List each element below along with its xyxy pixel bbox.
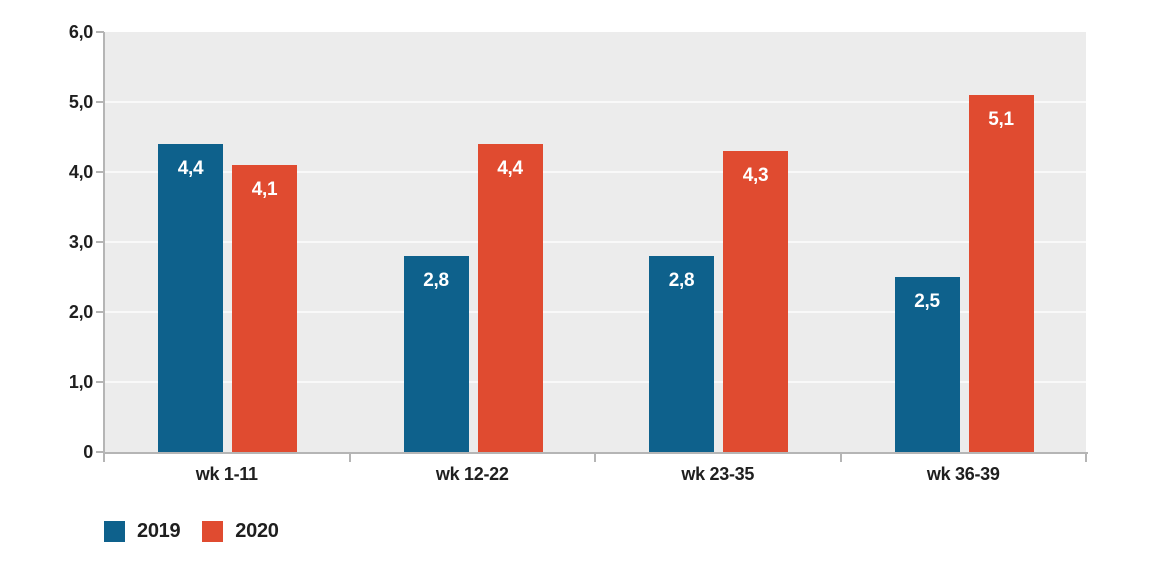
y-tick-mark [96, 171, 104, 173]
y-axis-label: 0 [83, 442, 93, 462]
bar-2019-wk 23-35: 2,8 [649, 256, 714, 452]
legend-item-2019: 2019 [104, 520, 181, 543]
bar-2020-wk 12-22: 4,4 [477, 144, 543, 452]
bar-2020-wk 36-39: 5,1 [968, 95, 1034, 452]
x-axis-label: wk 1-11 [195, 464, 258, 484]
gridline-3,0 [104, 241, 1086, 243]
x-axis-label: wk 12-22 [435, 464, 509, 484]
x-axis-line [104, 452, 1088, 454]
x-tick-mark [594, 452, 596, 462]
y-axis-label: 1,0 [68, 372, 93, 392]
y-tick-mark [96, 381, 104, 383]
bar-2020-wk 1-11: 4,1 [232, 165, 297, 452]
bar-value-label: 2,8 [668, 270, 695, 291]
bar-2019-wk 12-22: 2,8 [403, 256, 469, 452]
bar-value-label: 4,4 [177, 158, 204, 179]
x-tick-mark [348, 452, 351, 462]
bar-value-label: 4,3 [742, 165, 769, 186]
y-tick-mark [96, 241, 104, 243]
gridline-5,0 [104, 101, 1086, 103]
y-axis-label: 3,0 [68, 232, 93, 252]
bar-value-label: 4,1 [251, 179, 278, 200]
gridline-4,0 [104, 171, 1086, 173]
y-tick-mark [96, 31, 104, 33]
bar-value-label: 5,1 [988, 109, 1014, 130]
legend: 2019 2020 [104, 520, 279, 543]
y-axis-label: 4,0 [68, 162, 93, 182]
y-axis-label: 6,0 [68, 22, 93, 42]
gridline-2,0 [104, 311, 1086, 313]
plot-area: 4,4 2,8 2,8 2,5 4,1 4,4 4,3 5,1 [104, 32, 1086, 452]
x-axis-label: wk 23-35 [681, 464, 755, 484]
legend-swatch-2020 [202, 521, 224, 542]
x-axis-label: wk 36-39 [926, 464, 1000, 484]
x-tick-mark [103, 452, 105, 462]
bar-2019-wk 1-11: 4,4 [158, 144, 223, 452]
bar-value-label: 2,8 [423, 270, 449, 291]
legend-label: 2020 [235, 520, 279, 542]
legend-item-2020: 2020 [202, 520, 279, 543]
bar-2020-wk 23-35: 4,3 [723, 151, 788, 452]
y-axis-label: 5,0 [68, 92, 93, 112]
legend-label: 2019 [137, 520, 181, 542]
y-axis-line [103, 32, 105, 462]
y-tick-mark [96, 311, 104, 313]
y-axis-label: 2,0 [68, 302, 93, 322]
gridline-1,0 [104, 381, 1086, 383]
legend-swatch-2019 [104, 521, 125, 542]
bar-2019-wk 36-39: 2,5 [894, 277, 960, 452]
bar-value-label: 2,5 [914, 291, 940, 312]
x-tick-mark [1085, 452, 1087, 462]
y-tick-mark [96, 101, 104, 103]
x-tick-mark [839, 452, 842, 462]
bar-value-label: 4,4 [497, 158, 523, 179]
y-tick-mark [96, 451, 104, 453]
